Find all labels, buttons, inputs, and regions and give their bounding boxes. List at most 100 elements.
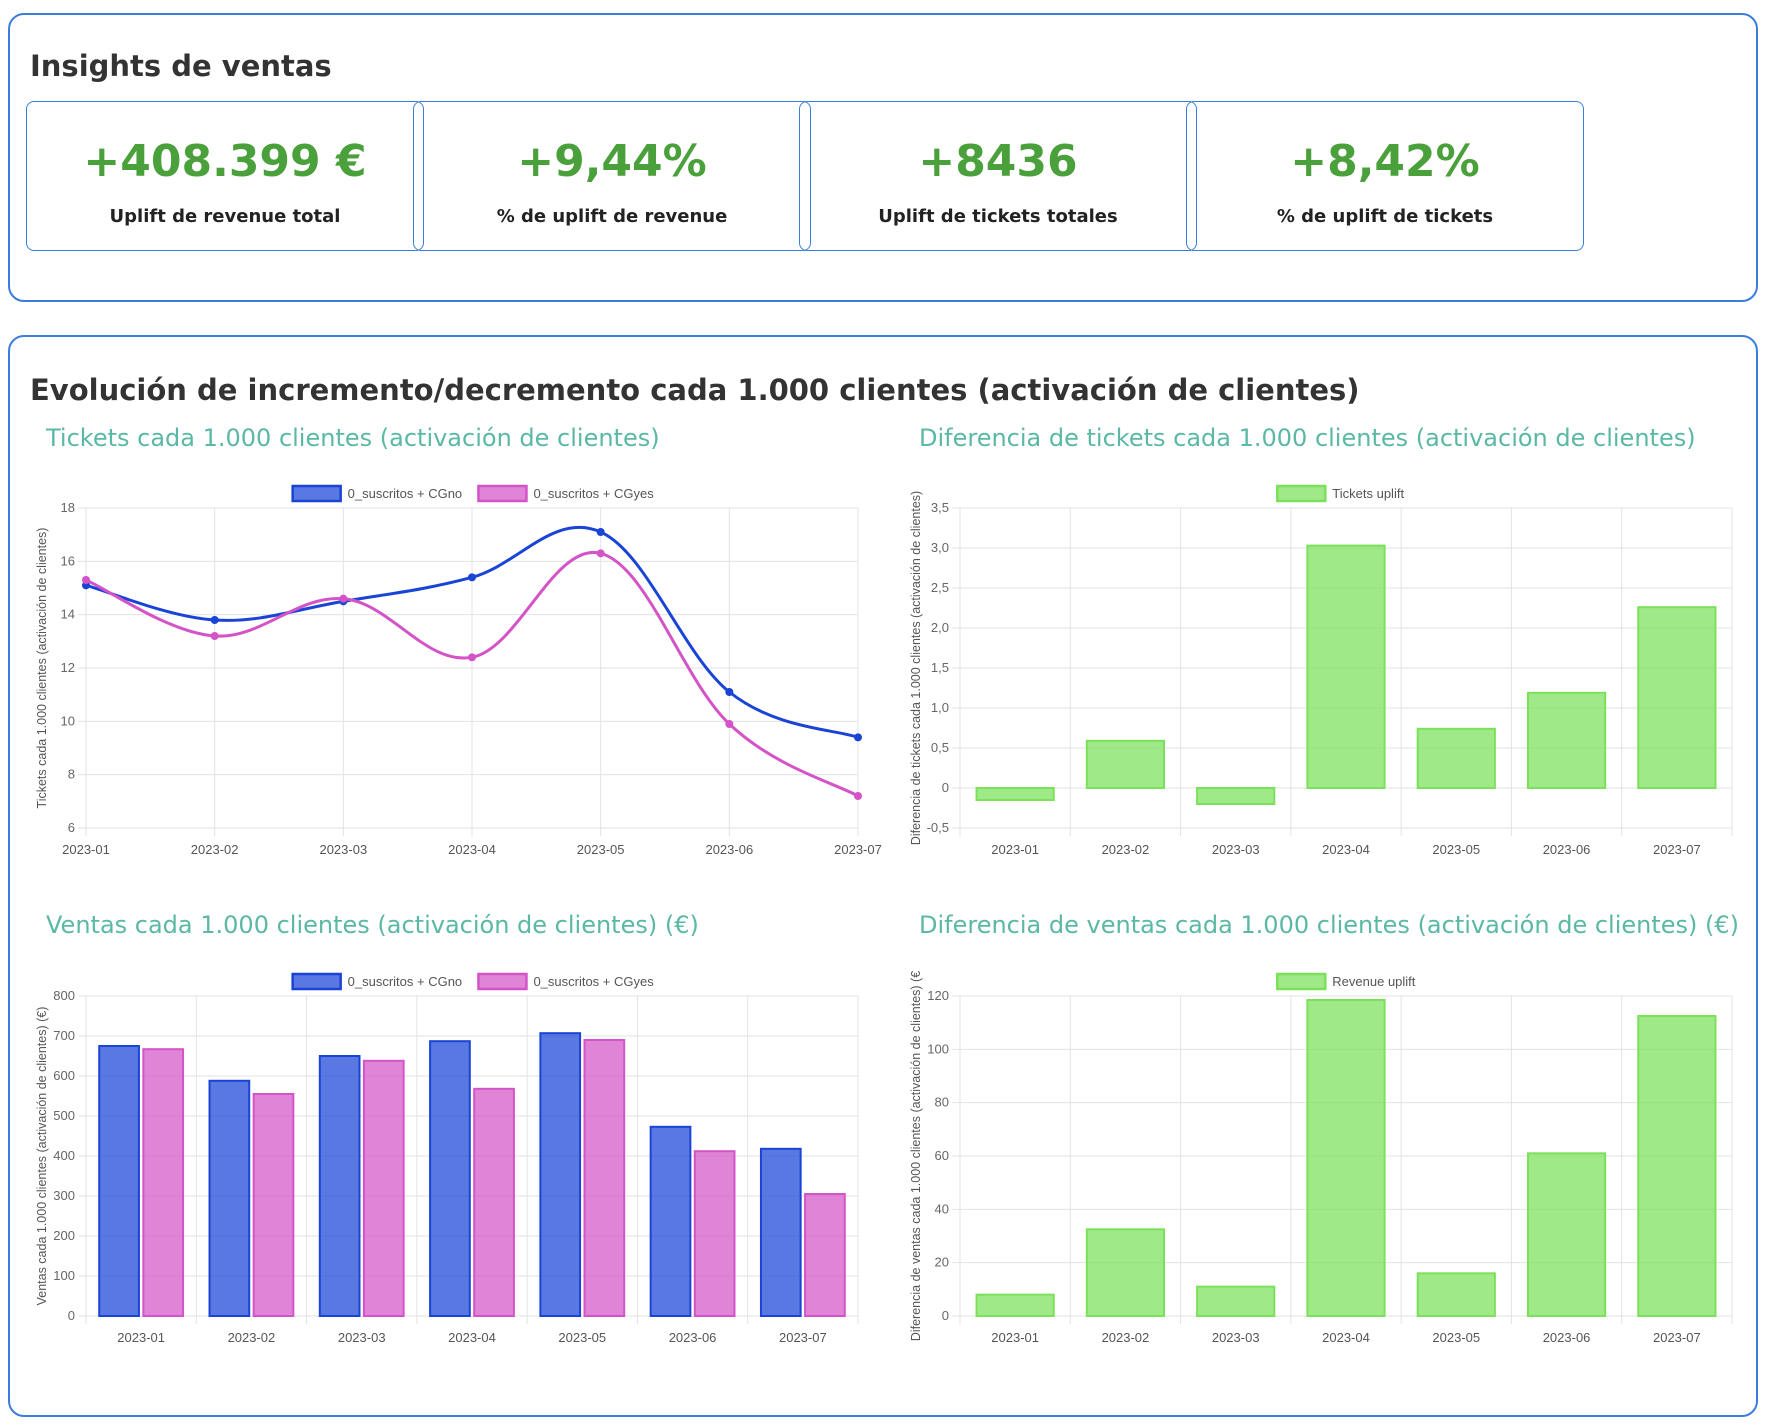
bar bbox=[318, 1055, 361, 1317]
y-tick-label: 80 bbox=[935, 1095, 949, 1110]
kpi-value: +408.399 € bbox=[83, 136, 367, 187]
legend-label: 0_suscritos + CGno bbox=[348, 486, 463, 501]
x-tick-label: 2023-07 bbox=[779, 1330, 827, 1345]
kpi-label: % de uplift de tickets bbox=[1276, 206, 1494, 227]
y-tick-label: 200 bbox=[53, 1228, 75, 1243]
x-tick-label: 2023-05 bbox=[1432, 1330, 1480, 1345]
y-tick-label: 100 bbox=[927, 1041, 949, 1056]
bar bbox=[975, 787, 1055, 801]
y-tick-label: 500 bbox=[53, 1108, 75, 1123]
bar bbox=[252, 1093, 295, 1317]
bar bbox=[1306, 999, 1386, 1317]
legend-swatch bbox=[477, 484, 528, 503]
chart-title-sales: Ventas cada 1.000 clientes (activación d… bbox=[46, 911, 699, 939]
legend-swatch bbox=[477, 972, 528, 991]
kpi-card-revenue-uplift: +408.399 € Uplift de revenue total bbox=[26, 101, 424, 251]
bar bbox=[539, 1032, 582, 1317]
bar bbox=[1416, 727, 1496, 789]
y-tick-label: 800 bbox=[53, 988, 75, 1003]
bar bbox=[1526, 1152, 1607, 1317]
bar bbox=[583, 1039, 626, 1317]
legend-label: 0_suscritos + CGyes bbox=[533, 974, 654, 989]
kpi-label: Uplift de tickets totales bbox=[878, 206, 1118, 227]
data-point bbox=[339, 594, 348, 603]
sales-bar-chart: 0 100 200 300 400 500 600 700 800 2023-01 2023-02 2… bbox=[35, 972, 859, 1345]
bar bbox=[473, 1087, 515, 1317]
y-tick-label: 300 bbox=[53, 1188, 75, 1203]
legend-swatch bbox=[1276, 972, 1327, 991]
insights-panel: Insights de ventas +408.399 € Uplift de … bbox=[8, 13, 1758, 302]
x-tick-label: 2023-03 bbox=[338, 1330, 386, 1345]
bar bbox=[1416, 1272, 1496, 1318]
y-tick-label: 100 bbox=[53, 1268, 75, 1283]
y-tick-label: 400 bbox=[53, 1148, 75, 1163]
bar bbox=[208, 1079, 251, 1317]
y-tick-label: 2,0 bbox=[931, 620, 949, 635]
x-tick-label: 2023-06 bbox=[1543, 1330, 1591, 1345]
bar bbox=[649, 1125, 692, 1317]
bar bbox=[1085, 1228, 1166, 1318]
chart-title-tickets: Tickets cada 1.000 clientes (activación … bbox=[46, 424, 660, 452]
y-tick-label: 2,5 bbox=[931, 580, 949, 595]
bar bbox=[759, 1147, 802, 1317]
x-tick-label: 2023-06 bbox=[669, 1330, 717, 1345]
evolution-title: Evolución de incremento/decremento cada … bbox=[30, 373, 1360, 407]
data-point bbox=[596, 549, 605, 558]
kpi-card-tickets-uplift: +8436 Uplift de tickets totales bbox=[799, 101, 1197, 251]
data-point bbox=[854, 792, 862, 800]
chart-title-tickets-diff: Diferencia de tickets cada 1.000 cliente… bbox=[919, 424, 1696, 452]
x-tick-label: 2023-06 bbox=[1543, 842, 1591, 857]
y-tick-label: 16 bbox=[61, 553, 75, 568]
data-point bbox=[725, 688, 734, 696]
bar bbox=[693, 1150, 736, 1317]
y-axis-title: Diferencia de ventas cada 1.000 clientes… bbox=[909, 971, 923, 1341]
chart-title-sales-diff: Diferencia de ventas cada 1.000 clientes… bbox=[919, 911, 1740, 939]
x-tick-label: 2023-01 bbox=[991, 1330, 1039, 1345]
bar bbox=[429, 1040, 471, 1317]
data-point bbox=[596, 528, 605, 536]
legend-label: Revenue uplift bbox=[1332, 974, 1415, 989]
y-tick-label: 40 bbox=[935, 1201, 949, 1216]
kpi-value: +8,42% bbox=[1290, 136, 1480, 187]
x-tick-label: 2023-04 bbox=[448, 1330, 496, 1345]
kpi-card-tickets-uplift-pct: +8,42% % de uplift de tickets bbox=[1186, 101, 1584, 251]
bar bbox=[142, 1048, 185, 1317]
y-axis-title: Tickets cada 1.000 clientes (activación … bbox=[35, 528, 49, 809]
bar bbox=[1637, 606, 1717, 789]
x-tick-label: 2023-04 bbox=[448, 842, 496, 857]
x-tick-label: 2023-02 bbox=[228, 1330, 276, 1345]
y-tick-label: 12 bbox=[61, 660, 75, 675]
data-point bbox=[468, 653, 476, 662]
bar bbox=[98, 1045, 140, 1317]
legend-swatch bbox=[291, 972, 342, 991]
x-tick-label: 2023-07 bbox=[1653, 842, 1701, 857]
bar bbox=[1526, 691, 1607, 789]
x-tick-label: 2023-04 bbox=[1322, 1330, 1370, 1345]
x-tick-label: 2023-03 bbox=[319, 842, 367, 857]
y-tick-label: 0 bbox=[942, 1308, 949, 1323]
bar bbox=[1637, 1015, 1717, 1317]
kpi-label: % de uplift de revenue bbox=[496, 206, 728, 227]
y-tick-label: 60 bbox=[935, 1148, 949, 1163]
y-tick-label: 120 bbox=[927, 988, 949, 1003]
y-tick-label: 14 bbox=[61, 607, 75, 622]
bar bbox=[1085, 739, 1166, 789]
y-tick-label: 6 bbox=[68, 820, 75, 835]
kpi-value: +9,44% bbox=[517, 136, 707, 187]
bar bbox=[362, 1059, 405, 1317]
kpi-label: Uplift de revenue total bbox=[109, 206, 341, 227]
y-tick-label: 0,5 bbox=[931, 740, 949, 755]
y-tick-label: 20 bbox=[935, 1255, 949, 1270]
y-tick-label: 700 bbox=[53, 1028, 75, 1043]
data-point bbox=[854, 733, 862, 742]
y-tick-label: 0 bbox=[942, 780, 949, 795]
x-tick-label: 2023-01 bbox=[62, 842, 110, 857]
tickets-line-chart: 6 8 10 12 14 16 18 2023-01 2023-02 2023-03 2023-04… bbox=[35, 484, 882, 857]
data-point bbox=[210, 632, 219, 640]
y-tick-label: 1,5 bbox=[931, 660, 949, 675]
x-tick-label: 2023-03 bbox=[1212, 1330, 1260, 1345]
legend-label: Tickets uplift bbox=[1332, 486, 1404, 501]
tickets-diff-bar-chart: -0,5 0 0,5 1,0 1,5 2,0 2,5 3,0 3,5 2023-01 2023-02… bbox=[909, 484, 1733, 857]
data-point bbox=[210, 616, 219, 624]
kpi-value: +8436 bbox=[918, 136, 1078, 187]
